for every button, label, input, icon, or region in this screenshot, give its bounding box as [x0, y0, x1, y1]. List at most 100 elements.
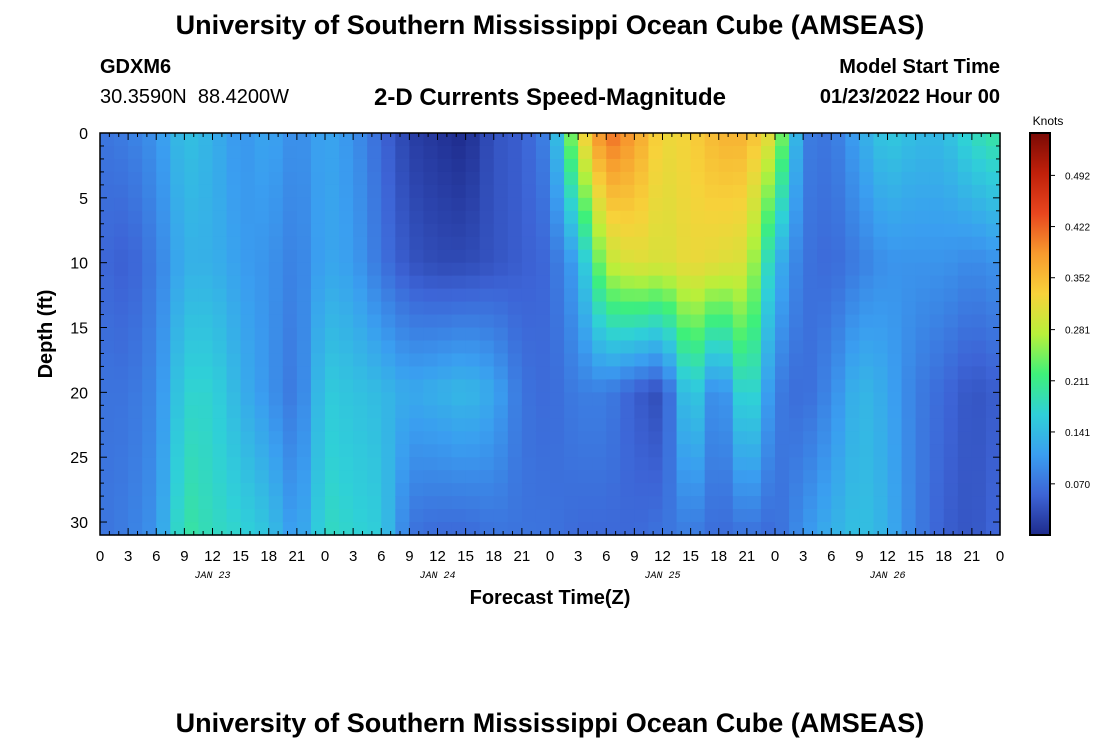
heatmap-cell — [943, 483, 959, 497]
heatmap-cell — [943, 457, 959, 471]
heatmap-cell — [929, 379, 945, 393]
heatmap-cell — [268, 327, 284, 342]
heatmap-cell — [437, 327, 453, 342]
heatmap-cell — [775, 405, 790, 419]
heatmap-cell — [578, 392, 593, 406]
heatmap-cell — [114, 457, 129, 471]
heatmap-cell — [240, 275, 256, 290]
heatmap-cell — [282, 457, 298, 471]
heatmap-cell — [184, 314, 200, 329]
heatmap-cell — [479, 340, 495, 355]
heatmap-cell — [634, 496, 650, 510]
heatmap-cell — [803, 340, 818, 355]
heatmap-cell — [592, 249, 607, 264]
heatmap-cell — [817, 145, 832, 160]
heatmap-cell — [240, 210, 256, 225]
heatmap-cell — [535, 431, 551, 445]
heatmap-cell — [746, 223, 762, 238]
heatmap-cell — [535, 444, 551, 458]
heatmap-cell — [128, 223, 143, 238]
heatmap-cell — [409, 145, 425, 160]
heatmap-cell — [479, 210, 495, 225]
heatmap-cell — [409, 223, 425, 238]
heatmap-cell — [718, 301, 734, 316]
heatmap-cell — [718, 210, 734, 225]
heatmap-cell — [957, 262, 973, 277]
heatmap-cell — [184, 262, 200, 277]
heatmap-cell — [634, 210, 650, 225]
heatmap-cell — [957, 171, 973, 186]
heatmap-cell — [268, 184, 284, 199]
heatmap-cell — [985, 184, 1001, 199]
heatmap-cell — [535, 236, 551, 251]
heatmap-cell — [775, 210, 790, 225]
heatmap-cell — [943, 223, 959, 238]
heatmap-cell — [240, 145, 256, 160]
heatmap-cell — [212, 353, 228, 368]
heatmap-cell — [128, 145, 143, 160]
heatmap-cell — [240, 236, 256, 251]
heatmap-cell — [676, 379, 692, 393]
heatmap-cell — [718, 249, 734, 264]
heatmap-cell — [578, 457, 593, 471]
heatmap-cell — [873, 314, 889, 329]
heatmap-cell — [325, 236, 340, 251]
heatmap-cell — [817, 509, 832, 523]
heatmap-cell — [268, 392, 284, 406]
heatmap-cell — [564, 522, 579, 536]
heatmap-cell — [704, 171, 720, 186]
heatmap-cell — [578, 405, 593, 419]
heatmap-cell — [564, 158, 579, 173]
heatmap-cell — [395, 236, 410, 251]
heatmap-cell — [325, 366, 340, 380]
heatmap-cell — [465, 327, 481, 342]
heatmap-cell — [648, 483, 664, 497]
heatmap-cell — [606, 522, 621, 536]
heatmap-cell — [550, 470, 565, 484]
heatmap-cell — [212, 184, 228, 199]
heatmap-cell — [254, 496, 270, 510]
heatmap-cell — [521, 197, 537, 212]
heatmap-cell — [184, 236, 200, 251]
heatmap-cell — [957, 236, 973, 251]
heatmap-cell — [746, 457, 762, 471]
heatmap-cell — [451, 405, 467, 419]
heatmap-cell — [114, 197, 129, 212]
heatmap-cell — [760, 392, 776, 406]
heatmap-cell — [507, 496, 523, 510]
heatmap-cell — [535, 366, 551, 380]
heatmap-cell — [114, 418, 129, 432]
heatmap-cell — [592, 262, 607, 277]
heatmap-cell — [184, 496, 200, 510]
heatmap-cell — [240, 184, 256, 199]
heatmap-cell — [578, 340, 593, 355]
heatmap-cell — [254, 457, 270, 471]
heatmap-cell — [592, 171, 607, 186]
heatmap-cell — [409, 405, 425, 419]
x-tick-label: 18 — [485, 548, 502, 565]
heatmap-cell — [184, 133, 200, 147]
heatmap-cell — [803, 158, 818, 173]
heatmap-cell — [929, 236, 945, 251]
heatmap-cell — [859, 522, 875, 536]
heatmap-cell — [648, 288, 664, 303]
heatmap-cell — [479, 171, 495, 186]
heatmap-cell — [282, 171, 298, 186]
heatmap-cell — [479, 145, 495, 160]
heatmap-cell — [620, 522, 635, 536]
heatmap-cell — [789, 379, 804, 393]
heatmap-cell — [128, 496, 143, 510]
heatmap-cell — [803, 171, 818, 186]
heatmap-cell — [845, 457, 860, 471]
heatmap-cell — [831, 262, 846, 277]
heatmap-cell — [240, 379, 256, 393]
heatmap-cell — [268, 236, 284, 251]
heatmap-cell — [100, 340, 115, 355]
heatmap-cell — [732, 249, 748, 264]
heatmap-cell — [521, 405, 537, 419]
heatmap-cell — [100, 470, 115, 484]
heatmap-cell — [451, 327, 467, 342]
heatmap-cell — [493, 158, 509, 173]
heatmap-cell — [943, 171, 959, 186]
heatmap-cell — [254, 522, 270, 536]
